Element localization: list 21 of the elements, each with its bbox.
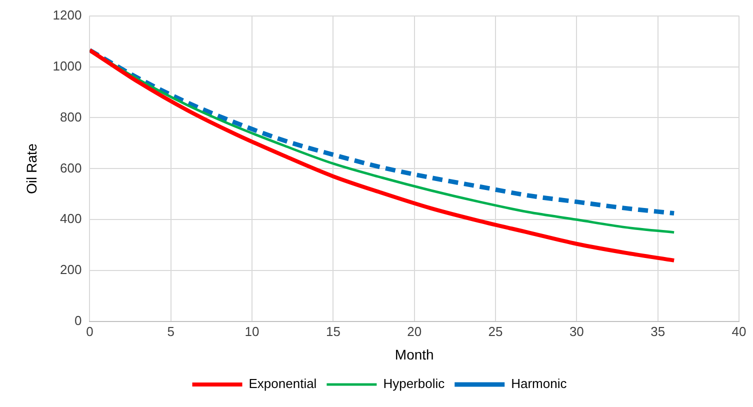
x-tick-label: 35 [650, 324, 666, 339]
y-tick-label: 1000 [52, 58, 82, 74]
y-tick-label: 200 [60, 262, 82, 278]
y-axis-title: Oil Rate [23, 143, 40, 194]
legend-label: Hyperbolic [383, 376, 446, 392]
x-tick-label: 20 [407, 324, 422, 339]
x-tick-label: 5 [167, 324, 174, 339]
legend-label: Exponential [248, 376, 317, 392]
y-tick-label: 0 [74, 313, 82, 328]
x-tick-label: 0 [86, 324, 94, 339]
x-tick-label: 10 [244, 324, 260, 339]
legend-label: Harmonic [511, 376, 568, 392]
x-axis-title: Month [394, 346, 434, 362]
y-tick-label: 600 [60, 160, 82, 176]
y-tick-label: 800 [60, 109, 82, 124]
y-tick-label: 1200 [52, 7, 82, 22]
x-tick-label: 30 [569, 324, 584, 339]
x-tick-label: 25 [488, 324, 503, 339]
y-tick-label: 400 [60, 211, 82, 226]
x-tick-label: 15 [326, 324, 340, 339]
x-tick-label: 40 [732, 324, 746, 339]
